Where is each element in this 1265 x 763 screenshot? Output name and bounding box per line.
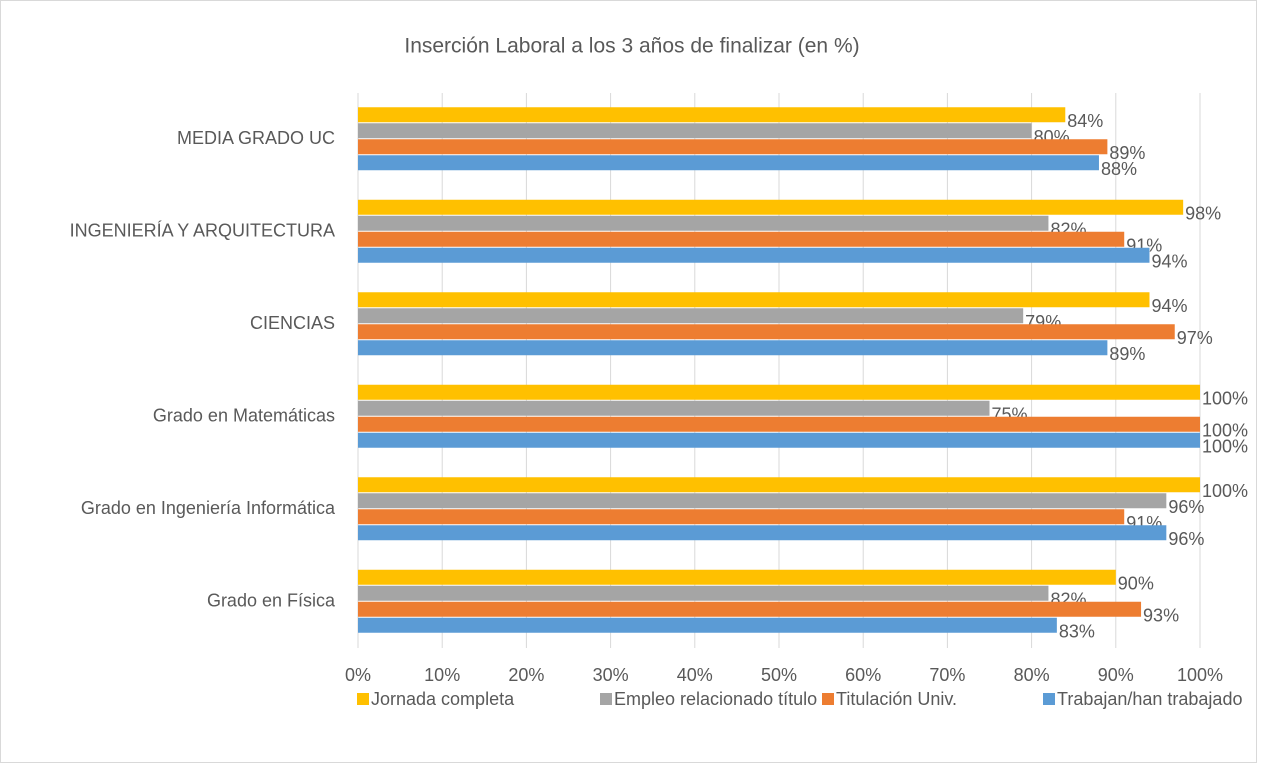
bar (358, 493, 1167, 509)
x-tick-label: 80% (1014, 665, 1050, 685)
x-tick-label: 90% (1098, 665, 1134, 685)
data-label: 100% (1202, 421, 1248, 441)
bar (358, 231, 1125, 247)
data-label: 83% (1059, 622, 1095, 642)
y-tick-label: Grado en Física (207, 591, 336, 611)
data-label: 89% (1109, 143, 1145, 163)
data-label: 93% (1143, 606, 1179, 626)
data-label: 96% (1168, 497, 1204, 517)
x-tick-label: 70% (929, 665, 965, 685)
data-label: 90% (1118, 574, 1154, 594)
data-label: 98% (1185, 204, 1221, 224)
bar (358, 340, 1108, 356)
bar (358, 525, 1167, 541)
data-label: 94% (1151, 296, 1187, 316)
x-tick-label: 0% (345, 665, 371, 685)
bar (358, 292, 1150, 308)
data-label: 88% (1101, 159, 1137, 179)
bar (358, 139, 1108, 155)
legend-swatch (1043, 693, 1055, 705)
bar (358, 601, 1142, 617)
data-label: 96% (1168, 529, 1204, 549)
bar (358, 569, 1116, 585)
bar (358, 123, 1032, 139)
legend-swatch (600, 693, 612, 705)
bar (358, 400, 990, 416)
data-label: 100% (1202, 389, 1248, 409)
y-tick-label: Grado en Matemáticas (153, 406, 335, 426)
bar (358, 617, 1057, 633)
legend-label: Titulación Univ. (836, 689, 957, 709)
data-label: 84% (1067, 111, 1103, 131)
x-tick-label: 50% (761, 665, 797, 685)
y-tick-label: MEDIA GRADO UC (177, 128, 335, 148)
bar (358, 308, 1024, 324)
bar (358, 247, 1150, 263)
legend-label: Trabajan/han trabajado (1057, 689, 1242, 709)
data-label: 100% (1202, 437, 1248, 457)
legend-swatch (822, 693, 834, 705)
x-tick-label: 40% (677, 665, 713, 685)
bar (358, 509, 1125, 525)
x-tick-label: 10% (424, 665, 460, 685)
bar (358, 384, 1200, 400)
x-tick-label: 30% (593, 665, 629, 685)
data-label: 100% (1202, 481, 1248, 501)
data-label: 97% (1177, 328, 1213, 348)
bar (358, 432, 1200, 448)
y-tick-label: INGENIERÍA Y ARQUITECTURA (70, 221, 335, 241)
x-tick-label: 20% (508, 665, 544, 685)
legend-swatch (357, 693, 369, 705)
bar (358, 416, 1200, 432)
y-tick-label: CIENCIAS (250, 313, 335, 333)
x-tick-label: 100% (1177, 665, 1223, 685)
data-label: 94% (1151, 252, 1187, 272)
x-tick-label: 60% (845, 665, 881, 685)
y-tick-label: Grado en Ingeniería Informática (81, 498, 336, 518)
bar (358, 477, 1200, 493)
bar (358, 199, 1184, 215)
bar (358, 107, 1066, 123)
legend-label: Jornada completa (371, 689, 515, 709)
bar (358, 215, 1049, 231)
data-label: 89% (1109, 344, 1145, 364)
bar (358, 324, 1175, 340)
bar (358, 585, 1049, 601)
bar (358, 155, 1099, 171)
legend-label: Empleo relacionado título (614, 689, 817, 709)
chart-title: Inserción Laboral a los 3 años de finali… (404, 35, 859, 58)
